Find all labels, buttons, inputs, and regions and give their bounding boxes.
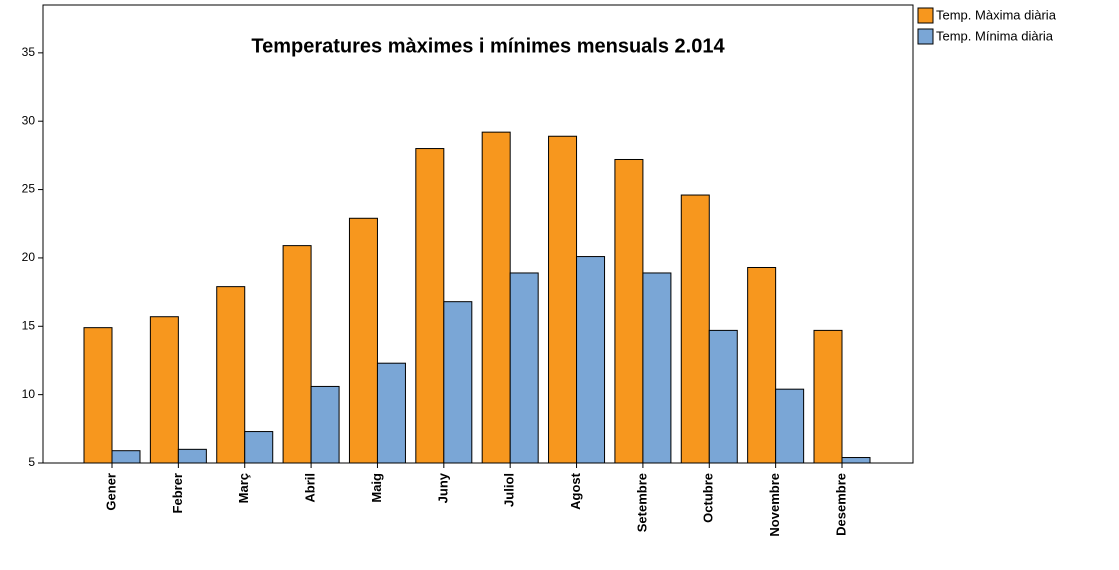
x-tick-label: Setembre — [634, 473, 649, 532]
bar — [415, 148, 445, 464]
y-tick-label: 20 — [22, 250, 36, 264]
y-tick-label: 15 — [22, 318, 36, 332]
bar — [111, 450, 141, 464]
legend-swatch — [917, 7, 934, 24]
bar — [775, 388, 805, 464]
legend-label: Temp. Màxima diària — [936, 7, 1057, 22]
bar — [576, 256, 606, 464]
bar — [177, 448, 207, 464]
x-tick-label: Novembre — [767, 473, 782, 537]
bar — [83, 327, 113, 464]
x-tick-label: Juny — [435, 472, 450, 503]
bar — [216, 286, 246, 464]
bar — [149, 316, 179, 464]
x-tick-label: Octubre — [701, 473, 716, 523]
x-tick-label: Desembre — [833, 473, 848, 536]
y-tick-label: 5 — [28, 455, 35, 469]
plot-frame — [42, 4, 914, 464]
bar — [841, 457, 871, 464]
bar — [244, 431, 274, 464]
bar — [548, 135, 578, 464]
bar — [509, 272, 539, 464]
legend-swatch — [917, 28, 934, 45]
bar — [282, 245, 312, 464]
y-tick-label: 25 — [22, 182, 36, 196]
x-tick-label: Gener — [103, 473, 118, 511]
bar — [614, 158, 644, 464]
bar — [376, 362, 406, 464]
x-tick-label: Març — [236, 473, 251, 503]
bar — [481, 131, 511, 464]
bar — [813, 329, 843, 464]
y-tick-label: 30 — [22, 113, 36, 127]
x-tick-label: Juliol — [502, 473, 517, 507]
y-tick-label: 10 — [22, 387, 36, 401]
x-tick-label: Abril — [303, 473, 318, 503]
bar — [348, 217, 378, 464]
bar — [443, 301, 473, 464]
bar — [310, 385, 340, 464]
bar — [747, 266, 777, 464]
y-tick-label: 35 — [22, 45, 36, 59]
x-tick-label: Maig — [369, 473, 384, 503]
bar — [642, 272, 672, 464]
bar — [680, 194, 710, 464]
legend-label: Temp. Mínima diària — [936, 28, 1054, 43]
x-tick-label: Agost — [568, 472, 583, 510]
chart-title: Temperatures màximes i mínimes mensuals … — [251, 35, 725, 57]
x-tick-label: Febrer — [170, 473, 185, 513]
bar — [708, 329, 738, 464]
